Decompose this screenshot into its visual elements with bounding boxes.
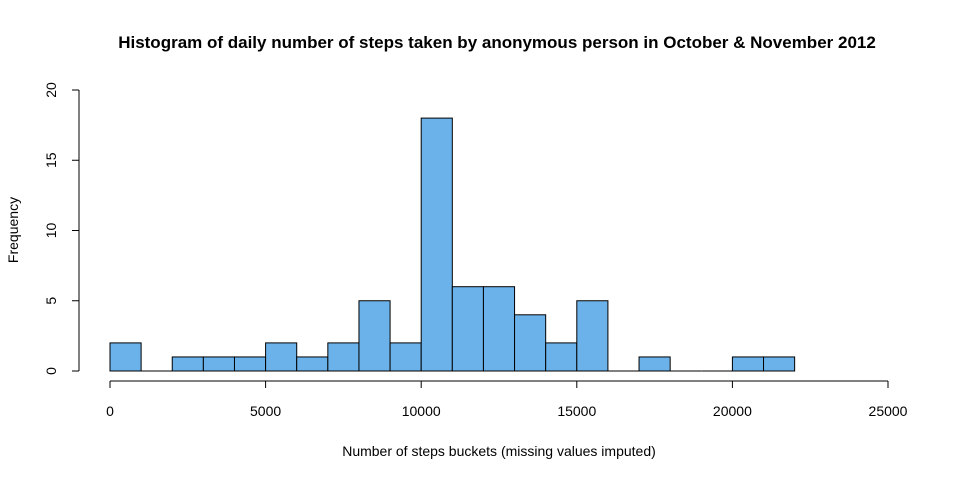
histogram-bar xyxy=(420,117,453,372)
histogram-bar xyxy=(482,286,516,372)
x-tick-label: 10000 xyxy=(402,403,441,419)
histogram-bar xyxy=(576,300,609,372)
x-tick-label: 20000 xyxy=(713,403,752,419)
histogram-bar xyxy=(358,300,391,372)
histogram-bar xyxy=(638,356,671,372)
histogram-bar xyxy=(731,356,765,372)
y-tick-label: 0 xyxy=(43,367,59,375)
histogram-bar xyxy=(202,356,235,372)
y-tick-label: 20 xyxy=(43,82,59,98)
histogram-bar xyxy=(296,356,329,372)
chart-title: Histogram of daily number of steps taken… xyxy=(118,33,876,52)
histogram-bar xyxy=(389,342,422,372)
histogram-bar xyxy=(514,314,547,372)
histogram-bar xyxy=(233,356,267,372)
x-tick-label: 15000 xyxy=(557,403,596,419)
histogram-bar xyxy=(763,356,796,372)
x-axis: 0 5000 10000 15000 20000 25000 xyxy=(106,380,908,419)
y-tick-label: 5 xyxy=(43,297,59,305)
histogram-bar xyxy=(109,342,142,372)
histogram-bar xyxy=(171,356,204,372)
y-axis-label: Frequency xyxy=(5,197,21,263)
y-tick-label: 15 xyxy=(43,152,59,168)
histogram-bar xyxy=(265,342,298,372)
histogram-bar xyxy=(545,342,578,372)
x-tick-label: 5000 xyxy=(250,403,281,419)
x-axis-label: Number of steps buckets (missing values … xyxy=(342,443,656,459)
x-tick-label: 0 xyxy=(106,403,114,419)
y-axis: 0 5 10 15 20 xyxy=(43,82,80,375)
histogram-bar xyxy=(327,342,360,372)
histogram-bar xyxy=(451,286,484,372)
x-tick-label: 25000 xyxy=(869,403,908,419)
bars-group xyxy=(109,117,796,372)
y-tick-label: 10 xyxy=(43,223,59,239)
